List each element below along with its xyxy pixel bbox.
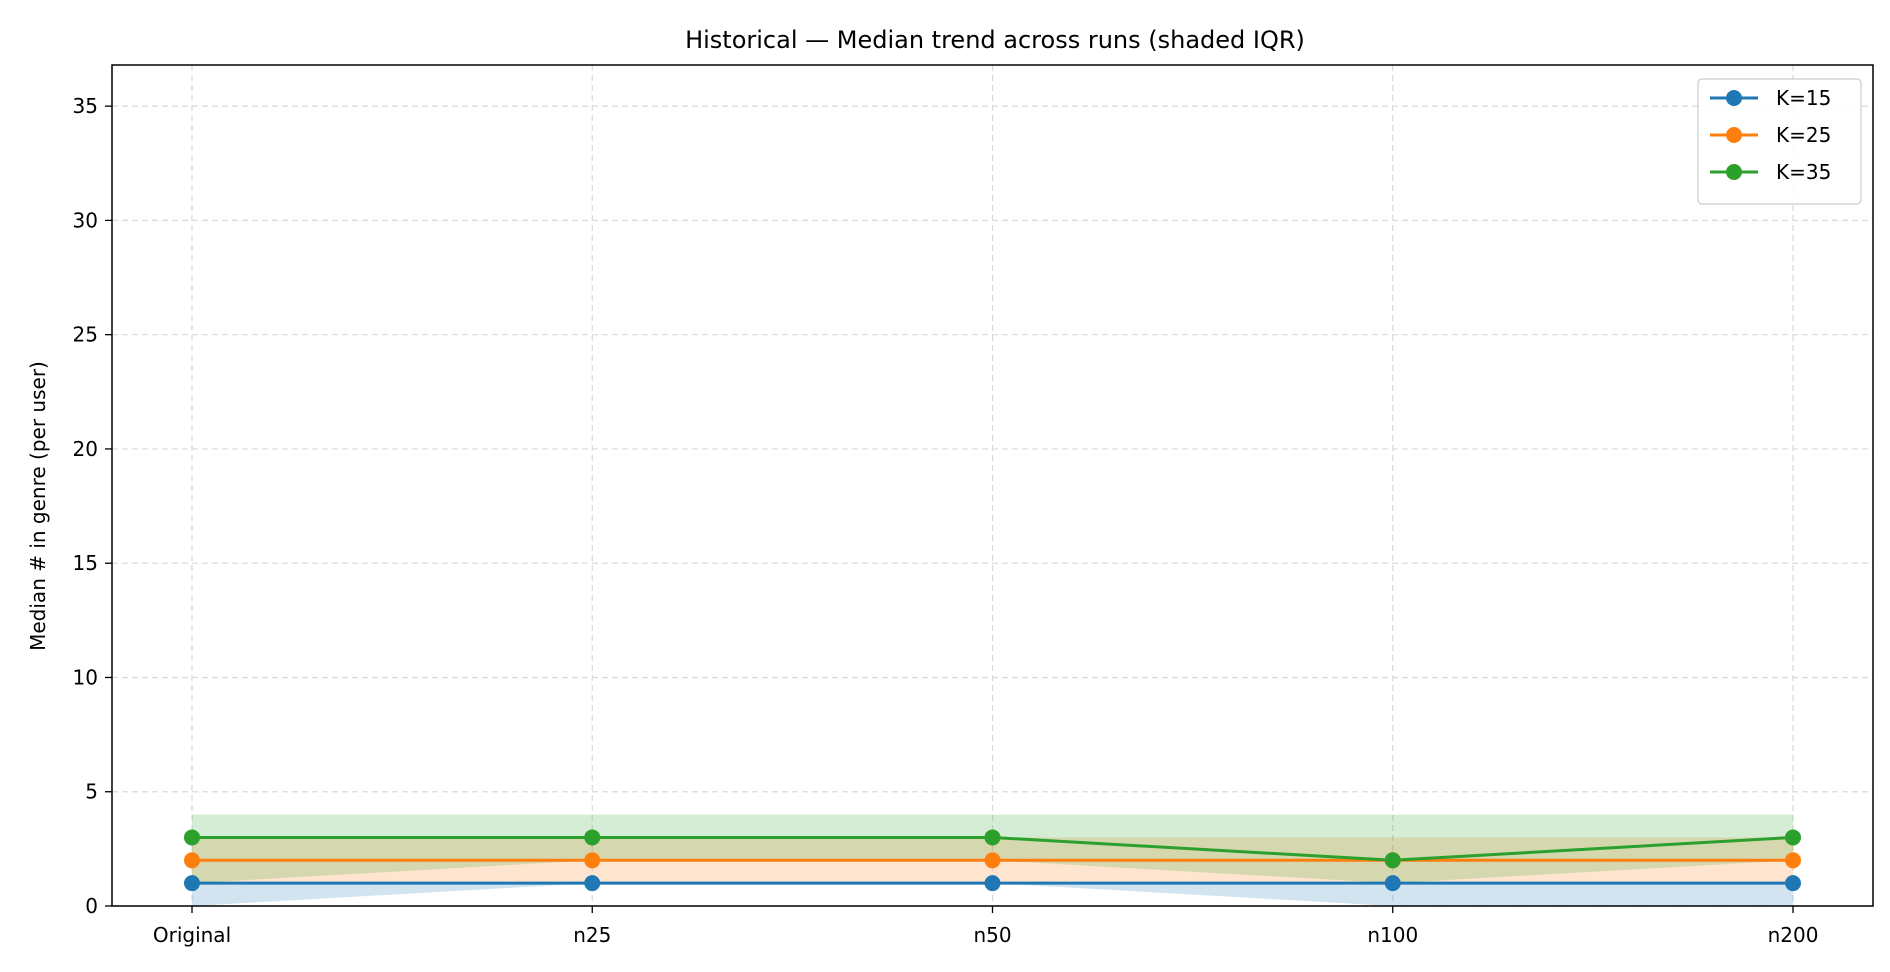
data-point (1384, 875, 1401, 892)
series-points (184, 829, 1801, 892)
legend-label: K=15 (1776, 86, 1831, 110)
legend-label: K=25 (1776, 123, 1831, 147)
x-tick-label: n100 (1367, 923, 1418, 947)
data-point (184, 852, 200, 869)
y-tick-label: 25 (73, 323, 98, 347)
data-point (584, 875, 601, 892)
data-point (584, 829, 601, 846)
x-tick-label: n25 (573, 923, 611, 947)
data-point (184, 829, 200, 846)
legend-swatch-marker (1726, 164, 1742, 180)
legend: K=15 K=25 K=35 (1697, 78, 1862, 205)
data-point (984, 852, 1001, 869)
y-tick-label: 30 (73, 208, 98, 232)
y-tick-label: 15 (73, 551, 98, 575)
x-tick-label: n50 (973, 923, 1011, 947)
data-point (984, 829, 1001, 846)
y-tick-label: 10 (73, 665, 98, 689)
y-tick-label: 0 (85, 894, 98, 918)
y-tick-label: 5 (85, 780, 98, 804)
data-point (1384, 852, 1401, 869)
data-point (184, 875, 200, 892)
axis-ticks: Original n25 n50 n100 n200 0 5 10 15 20 25 30 35 (73, 94, 1819, 947)
x-tick-label: n200 (1768, 923, 1819, 947)
legend-swatch-marker (1726, 90, 1742, 106)
data-point (1785, 875, 1801, 892)
x-tick-label: Original (153, 923, 231, 947)
data-point (584, 852, 601, 869)
legend-label: K=35 (1776, 160, 1831, 184)
data-point (1785, 829, 1801, 846)
data-point (984, 875, 1001, 892)
chart-title: Historical — Median trend across runs (s… (685, 26, 1305, 54)
y-axis-label: Median # in genre (per user) (26, 361, 50, 651)
data-point (1785, 852, 1801, 869)
legend-swatch-marker (1726, 127, 1742, 143)
y-tick-label: 35 (73, 94, 98, 118)
y-tick-label: 20 (73, 437, 98, 461)
